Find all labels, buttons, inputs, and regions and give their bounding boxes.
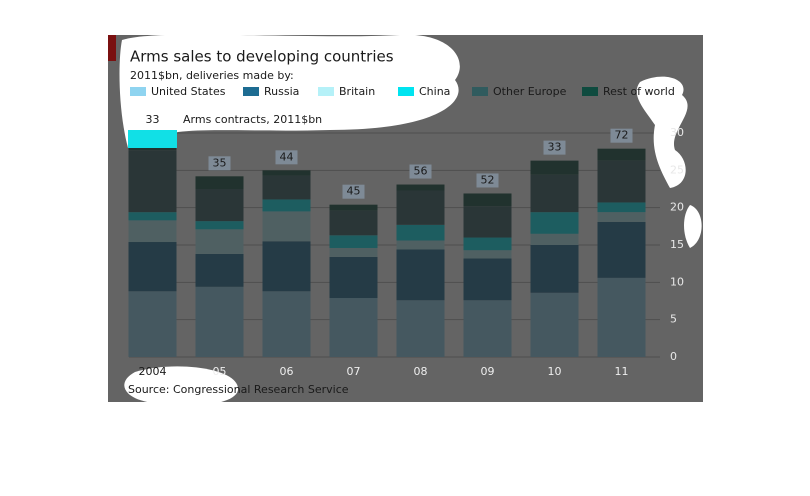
contract-label: 45 <box>347 185 361 198</box>
contract-label-box <box>342 184 365 199</box>
y-tick-label: 30 <box>670 126 684 139</box>
legend-label: Russia <box>264 85 299 98</box>
x-tick-label: 06 <box>280 365 294 378</box>
legend-swatch <box>472 87 488 96</box>
x-tick-label: 2004 <box>139 365 167 378</box>
legend-label: Rest of world <box>603 85 675 98</box>
highlight <box>124 366 239 406</box>
chart-subtitle: 2011$bn, deliveries made by: <box>130 69 294 82</box>
legend-label: Other Europe <box>493 85 567 98</box>
highlight <box>636 76 688 188</box>
legend-label: China <box>419 85 450 98</box>
y-tick-label: 20 <box>670 201 684 214</box>
contract-label-box <box>543 140 566 155</box>
x-tick-label: 08 <box>414 365 428 378</box>
contract-label-box <box>208 156 231 171</box>
labels: Arms sales to developing countries 2011$… <box>128 48 684 397</box>
highlight <box>684 205 702 248</box>
legend-label: Britain <box>339 85 375 98</box>
x-tick-label: 05 <box>213 365 227 378</box>
x-tick-label: 09 <box>481 365 495 378</box>
contract-label: 56 <box>414 165 428 178</box>
legend-swatch <box>398 87 414 96</box>
legend-swatch <box>130 87 146 96</box>
contract-label: 44 <box>280 150 294 163</box>
y-tick-label: 0 <box>670 350 677 363</box>
highlight <box>128 130 177 148</box>
contract-label-box <box>409 164 432 179</box>
source: Source: Congressional Research Service <box>128 383 349 396</box>
y-tick-label: 15 <box>670 238 684 251</box>
legend-swatch <box>582 87 598 96</box>
y-tick-label: 25 <box>670 163 684 176</box>
chart-title: Arms sales to developing countries <box>130 48 394 66</box>
contract-label-box <box>275 150 298 165</box>
brand-mark <box>108 35 116 61</box>
contract-label: 33 <box>146 113 160 126</box>
contracts-label: Arms contracts, 2011$bn <box>183 113 322 126</box>
legend-swatch <box>243 87 259 96</box>
highlight <box>119 34 460 148</box>
x-tick-label: 07 <box>347 365 361 378</box>
contract-label: 72 <box>615 129 629 142</box>
y-tick-label: 10 <box>670 275 684 288</box>
contract-label: 33 <box>548 141 562 154</box>
contract-label-box <box>476 173 499 188</box>
legend-label: United States <box>151 85 226 98</box>
y-tick-label: 5 <box>670 313 677 326</box>
contract-label: 52 <box>481 173 495 186</box>
contract-label: 35 <box>213 156 227 169</box>
legend-swatch <box>318 87 334 96</box>
contract-label-box <box>610 128 633 143</box>
x-tick-label: 11 <box>615 365 629 378</box>
x-tick-label: 10 <box>548 365 562 378</box>
